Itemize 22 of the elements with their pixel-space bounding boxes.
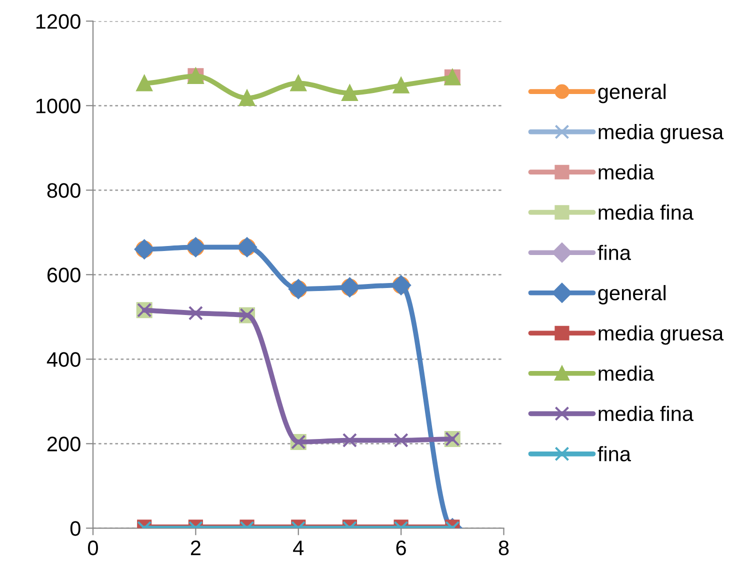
legend-label: media — [598, 366, 654, 381]
x-tick-label: 6 — [396, 540, 406, 556]
y-tick-label: 400 — [46, 352, 80, 367]
x-tick-label: 2 — [190, 540, 200, 556]
legend-label: media — [598, 164, 654, 180]
y-tick-label: 200 — [47, 436, 80, 452]
y-tick-label: 0 — [70, 521, 80, 536]
legend-label: media fina — [598, 406, 694, 422]
y-tick-label: 600 — [47, 268, 80, 282]
y-tick-label: 1000 — [36, 98, 80, 114]
legend-label: media fina — [598, 204, 694, 220]
legend-label: general — [598, 285, 666, 304]
x-tick-label: 4 — [293, 540, 304, 556]
y-tick-label: 1200 — [36, 14, 80, 29]
legend-label: media gruesa — [598, 124, 724, 144]
x-tick-label: 8 — [498, 540, 509, 556]
x-tick-label: 0 — [88, 540, 98, 556]
legend-label: media gruesa — [598, 325, 724, 345]
legend-label: general — [598, 84, 666, 104]
legend-label: fina — [598, 244, 631, 260]
legend-label: fina — [598, 446, 631, 462]
y-tick-label: 800 — [47, 183, 80, 198]
